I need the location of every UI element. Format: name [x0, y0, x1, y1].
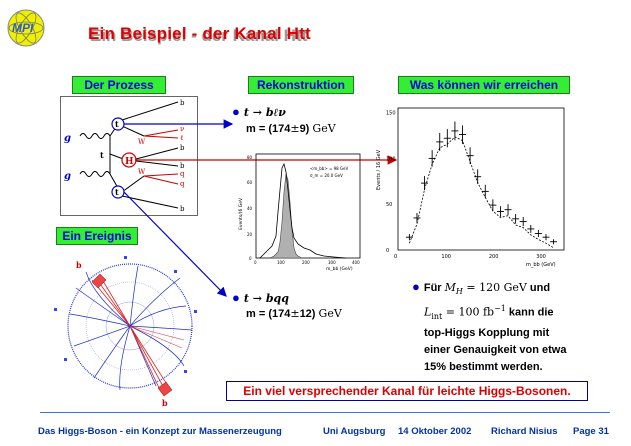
- hist-small-legend1: <m_bb> = 98 GeV: [310, 166, 348, 171]
- hist-small-ytick: 40: [247, 206, 253, 211]
- event-display: b b: [34, 248, 214, 408]
- chart-ytick: 150: [386, 111, 396, 117]
- mbb-result-chart: Events / 16 GeV m_bb (GeV) 0 100 200 300 0 50…: [370, 100, 570, 270]
- label-b4: b: [180, 205, 185, 213]
- chart-xtick: 100: [441, 254, 451, 260]
- label-H: H: [125, 157, 134, 167]
- chart-xtick: 300: [536, 254, 546, 260]
- chart-ytick: 100: [386, 156, 396, 162]
- chart-ytick: 0: [386, 248, 389, 254]
- arrow-bottom: [123, 191, 227, 297]
- summary-line3: top-Higgs Kopplung mit: [424, 327, 550, 340]
- summary-text: ● Für MH = 120 GeV und Lint = 100 fb−1 ka…: [412, 278, 612, 376]
- fit-curve: [409, 136, 554, 249]
- label-b3: b: [180, 162, 185, 170]
- hist-small-legend2: σ_m = 20.0 GeV: [310, 173, 343, 178]
- page-title: Ein Beispiel - der Kanal Htt: [88, 24, 311, 43]
- chart-ylabel: Events / 16 GeV: [376, 149, 382, 190]
- summary-line2: Lint = 100 fb−1 kann die: [424, 304, 554, 322]
- footer-uni: Uni Augsburg: [323, 426, 386, 437]
- label-g2: g: [64, 171, 71, 182]
- title-shadow: Ein Beispiel - der Kanal Htt: [90, 26, 308, 45]
- reco1-channel: ● t → bℓν: [232, 104, 286, 119]
- hist-small-ytick: 20: [247, 232, 253, 237]
- chart-ytick: 50: [386, 202, 392, 208]
- logo-text: MPI: [12, 21, 34, 35]
- event-label-b-top: b: [76, 260, 82, 270]
- summary-line1: ● Für MH = 120 GeV und: [412, 279, 551, 297]
- footer-author: Richard Nisius: [491, 426, 558, 437]
- footer-page: Page 31: [573, 426, 609, 437]
- box-der-prozess: Der Prozess: [72, 76, 166, 94]
- hist-small-ylabel: Events/(6 GeV: [238, 197, 244, 230]
- label-W2: W: [138, 168, 146, 176]
- hist-small-ytick: 0: [249, 256, 252, 261]
- summary-line4: einer Genauigkeit von etwa: [424, 344, 567, 357]
- footer-date: 14 Oktober 2002: [398, 426, 472, 437]
- hist-small-xtick: 300: [328, 260, 336, 265]
- summary-line5: 15% bestimmt werden.: [424, 361, 543, 374]
- label-t-top: t: [115, 119, 119, 129]
- reco2-mass: m = (174±12) GeV: [246, 307, 342, 320]
- label-q2: q: [180, 180, 185, 188]
- label-W1: W: [138, 138, 146, 146]
- box-was-koennen-wir: Was können wir erreichen: [398, 76, 570, 94]
- hist-small-xlabel: m_bb (GeV): [326, 266, 353, 272]
- label-l: ℓ: [180, 134, 183, 142]
- hist-small-ytick: 80: [247, 155, 253, 160]
- hist-small-xtick: 400: [352, 260, 360, 265]
- bullet-dot-icon: ●: [232, 290, 240, 305]
- label-b2: b: [180, 144, 185, 152]
- reco2-channel: ● t → bqq: [232, 290, 289, 305]
- footer-divider: [40, 412, 610, 413]
- chart-xtick: 200: [489, 254, 499, 260]
- reco1-mass: m = (174±9) GeV: [246, 122, 336, 135]
- chart-frame: [397, 107, 565, 251]
- label-nu: ν: [180, 125, 184, 133]
- box-rekonstruktion: Rekonstruktion: [248, 76, 354, 94]
- bullet-dot-icon: ●: [412, 279, 420, 294]
- reco-histogram: <m_bb> = 98 GeV σ_m = 20.0 GeV Events/(6…: [234, 150, 364, 274]
- conclusion-callout: Ein viel versprechender Kanal für leicht…: [226, 381, 588, 401]
- footer-title: Das Higgs-Boson - ein Konzept zur Massen…: [38, 426, 282, 437]
- label-t-bot: t: [115, 187, 119, 197]
- label-g1: g: [64, 133, 71, 144]
- hist-small-ytick: 60: [247, 180, 253, 185]
- label-q1: q: [180, 170, 185, 178]
- feynman-diagram: g g t t t H W W b ν ℓ b b q q b: [60, 96, 198, 216]
- chart-xtick: 0: [394, 254, 397, 260]
- event-label-b-bottom: b: [162, 398, 168, 408]
- mpi-logo: MPI: [6, 8, 46, 48]
- bullet-dot-icon: ●: [232, 104, 240, 119]
- hist-small-xtick: 0: [254, 260, 257, 265]
- label-t-mid: t: [100, 150, 104, 160]
- chart-xlabel: m_bb (GeV): [526, 262, 556, 268]
- box-ein-ereignis: Ein Ereignis: [56, 227, 138, 245]
- hist-small-xtick: 100: [277, 260, 285, 265]
- label-b1: b: [180, 99, 185, 107]
- hist-small-xtick: 200: [302, 260, 310, 265]
